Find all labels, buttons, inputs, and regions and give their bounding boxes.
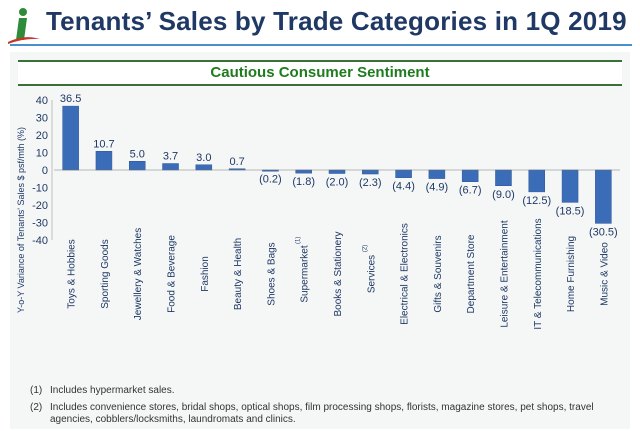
banner-headline: Cautious Consumer Sentiment (18, 60, 622, 86)
bar-value-label: (1.8) (292, 176, 315, 188)
bar-value-label: 3.0 (196, 152, 211, 164)
category-label: Shoes & Bags (266, 242, 277, 305)
bar-15 (561, 169, 579, 203)
category-label: Sporting Goods (100, 239, 111, 309)
bar-4 (195, 164, 213, 171)
category-label: Services (366, 255, 377, 293)
y-tick-label: -20 (32, 200, 48, 212)
bar-value-label: (12.5) (522, 195, 551, 207)
category-label: Leisure & Entertainment (499, 220, 510, 328)
page-title: Tenants’ Sales by Trade Categories in 1Q… (46, 6, 627, 36)
y-tick-label: 10 (36, 148, 48, 160)
bar-0 (62, 105, 79, 171)
footnote-2-number: (2) (30, 402, 43, 413)
category-label: Fashion (200, 256, 211, 292)
bar-12 (461, 169, 479, 182)
bar-value-label: 5.0 (130, 148, 145, 160)
category-label: Jewellery & Watches (133, 228, 144, 320)
category-label: Toys & Hobbies (67, 239, 78, 308)
bar-value-label: 36.5 (60, 93, 81, 105)
bar-10 (395, 169, 412, 178)
footnote-2-text: Includes convenience stores, bridal shop… (50, 402, 594, 425)
bar-3 (162, 163, 179, 171)
bar-value-label: 10.7 (93, 138, 114, 150)
bar-value-label: (30.5) (589, 226, 618, 238)
category-label: Electrical & Electronics (400, 223, 411, 325)
category-label: Books & Stationery (333, 231, 344, 316)
y-tick-label: 30 (36, 113, 48, 125)
company-logo (8, 8, 40, 44)
y-tick-label: 0 (42, 165, 48, 177)
y-tick-label: 40 (36, 95, 48, 107)
bar-1 (95, 151, 113, 171)
bar-value-label: 0.7 (229, 156, 244, 168)
y-tick-label: 20 (36, 130, 48, 142)
bar-14 (528, 169, 546, 193)
bar-value-label: (4.9) (426, 182, 449, 194)
category-superscript: (2) (362, 245, 368, 252)
bar-value-label: 3.7 (163, 151, 178, 163)
category-label: Supermarket (300, 245, 311, 302)
category-label: Food & Beverage (167, 235, 178, 313)
bar-value-label: (9.0) (492, 189, 515, 201)
bar-11 (428, 169, 446, 179)
category-label: Gifts & Souvenirs (433, 235, 444, 312)
bar-value-label: (2.3) (359, 177, 382, 189)
bar-16 (595, 169, 612, 224)
category-label: Home Furnishing (566, 236, 577, 312)
bar-value-label: (0.2) (259, 173, 282, 185)
bar-value-label: (2.0) (326, 177, 349, 189)
category-label: IT & Telecommunications (533, 218, 544, 329)
title-divider (10, 44, 632, 46)
footnote-1-text: Includes hypermarket sales. (50, 385, 175, 396)
footnote-1: (1) Includes hypermarket sales. (30, 385, 628, 397)
bar-8 (328, 169, 346, 174)
bar-13 (495, 169, 512, 186)
category-label: Music & Video (599, 242, 610, 306)
bar-value-label: (4.4) (392, 181, 415, 193)
bar-7 (295, 169, 312, 174)
bar-value-label: (18.5) (556, 205, 585, 217)
sales-bar-chart: Y-o-Y Variance of Tenants' Sales $ psf/m… (16, 93, 620, 330)
footnote-1-number: (1) (30, 385, 43, 396)
bar-2 (128, 161, 146, 171)
y-tick-label: -40 (32, 235, 48, 247)
category-label: Beauty & Health (233, 238, 244, 310)
category-label: Department Store (466, 234, 477, 313)
footnotes: (1) Includes hypermarket sales. (2) Incl… (30, 385, 628, 431)
y-tick-label: -10 (32, 183, 48, 195)
bar-9 (362, 169, 379, 175)
y-axis-label: Y-o-Y Variance of Tenants' Sales $ psf/m… (16, 127, 26, 313)
y-tick-label: -30 (32, 218, 48, 230)
category-superscript: (1) (296, 237, 302, 244)
bar-value-label: (6.7) (459, 185, 482, 197)
footnote-2: (2) Includes convenience stores, bridal … (30, 402, 628, 426)
chart-panel: Cautious Consumer Sentiment Y-o-Y Varian… (10, 52, 630, 429)
